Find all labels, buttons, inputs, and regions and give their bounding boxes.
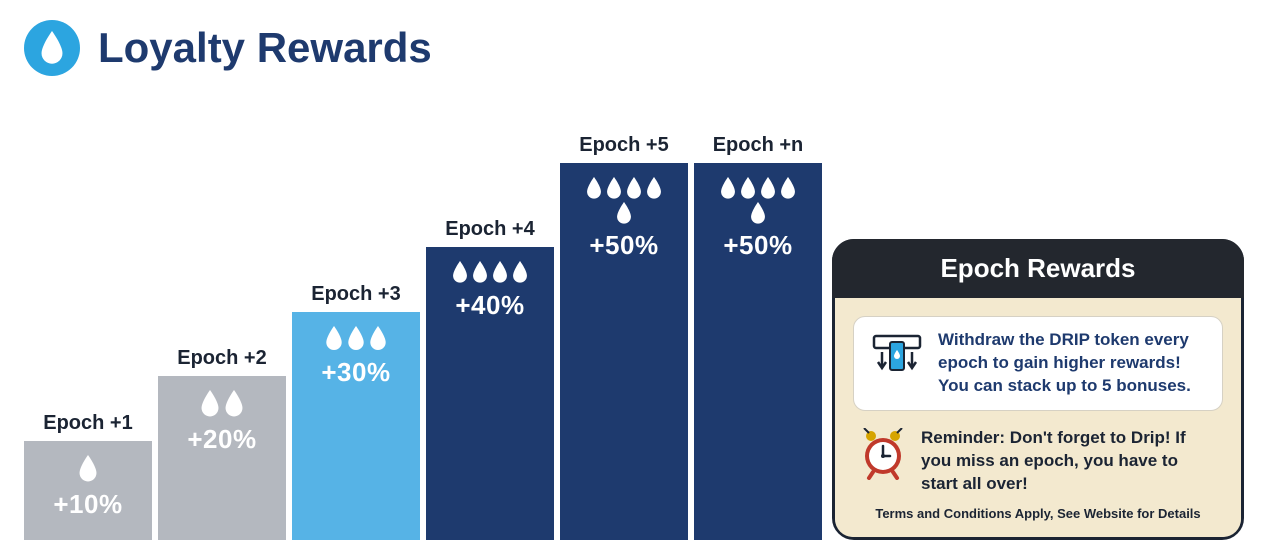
content-row: Epoch +1+10%Epoch +2+20%Epoch +3+30%Epoc… [24, 100, 1256, 540]
bar: +50% [694, 163, 822, 540]
drops-icon [450, 261, 530, 284]
drop-icon [38, 31, 66, 65]
bar-value: +30% [321, 357, 390, 388]
bar-value: +50% [723, 230, 792, 261]
panel-body: Withdraw the DRIP token every epoch to g… [835, 298, 1241, 537]
bar-wrap: Epoch +1 +10% [24, 100, 152, 540]
bar-label: Epoch +4 [445, 218, 534, 241]
bar: +40% [426, 247, 554, 540]
bar-label: Epoch +n [713, 134, 804, 157]
drops-icon [182, 390, 262, 418]
bar-wrap: Epoch +4 +40% [426, 100, 554, 540]
bar-label: Epoch +3 [311, 283, 400, 306]
bar-label: Epoch +1 [43, 412, 132, 435]
bar-label: Epoch +2 [177, 347, 266, 370]
reminder-text: Reminder: Don't forget to Drip! If you m… [921, 427, 1217, 496]
drop-circle-icon [24, 20, 80, 76]
bar-wrap: Epoch +3 +30% [292, 100, 420, 540]
reminder-row: Reminder: Don't forget to Drip! If you m… [853, 427, 1223, 496]
atm-withdraw-icon [870, 329, 924, 383]
page-header: Loyalty Rewards [24, 20, 1256, 76]
bar-value: +10% [53, 489, 122, 520]
bar: +50% [560, 163, 688, 540]
bar-wrap: Epoch +2 +20% [158, 100, 286, 540]
panel-title: Epoch Rewards [832, 239, 1244, 298]
drops-icon [718, 177, 798, 224]
bar: +20% [158, 376, 286, 540]
bar-label: Epoch +5 [579, 134, 668, 157]
withdraw-info-card: Withdraw the DRIP token every epoch to g… [853, 316, 1223, 411]
drops-icon [584, 177, 664, 224]
withdraw-info-text: Withdraw the DRIP token every epoch to g… [938, 329, 1206, 398]
page-title: Loyalty Rewards [98, 24, 432, 72]
drops-icon [316, 326, 396, 351]
terms-text: Terms and Conditions Apply, See Website … [853, 506, 1223, 531]
bar-value: +20% [187, 424, 256, 455]
bar-value: +40% [455, 290, 524, 321]
bar: +10% [24, 441, 152, 540]
epoch-rewards-panel: Epoch Rewards Withdraw the DRIP token ev… [832, 239, 1244, 540]
bar: +30% [292, 312, 420, 540]
bar-wrap: Epoch +n +50% [694, 100, 822, 540]
bar-wrap: Epoch +5 +50% [560, 100, 688, 540]
drops-icon [48, 455, 128, 483]
bar-value: +50% [589, 230, 658, 261]
alarm-clock-icon [859, 427, 907, 481]
loyalty-bar-chart: Epoch +1+10%Epoch +2+20%Epoch +3+30%Epoc… [24, 100, 822, 540]
